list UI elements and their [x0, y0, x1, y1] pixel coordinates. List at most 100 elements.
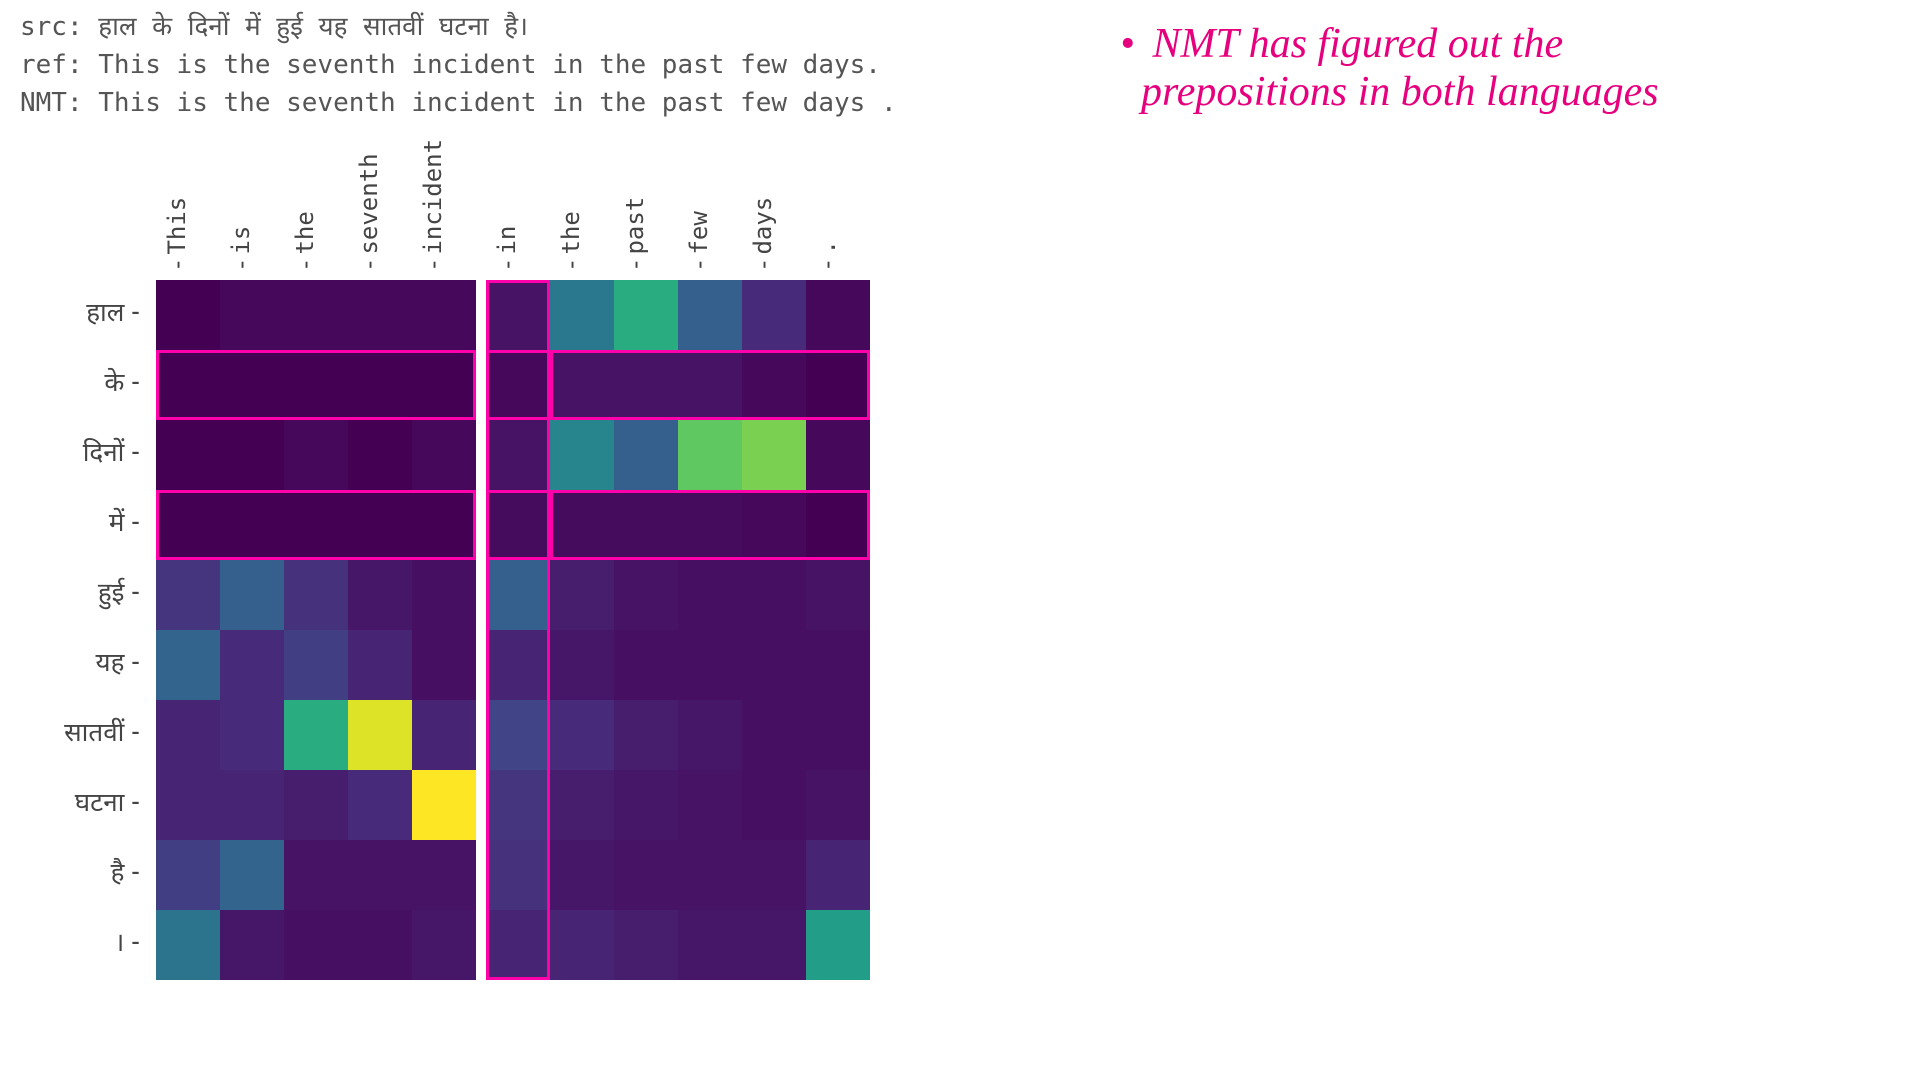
- heatmap-cell: [284, 840, 348, 910]
- heatmap-cell: [614, 840, 678, 910]
- heatmap-cell: [806, 700, 870, 770]
- heatmap-cell: [486, 490, 550, 560]
- x-label: -.: [813, 240, 841, 272]
- heatmap-cell: [284, 280, 348, 350]
- heatmap-cell: [806, 280, 870, 350]
- heatmap-x-axis: -This-is-the-seventh-incident-in-the-pas…: [60, 170, 870, 280]
- heatmap-cell: [348, 560, 412, 630]
- heatmap-cell: [156, 910, 220, 980]
- heatmap-row: [156, 560, 870, 630]
- src-label: src:: [20, 12, 83, 42]
- heatmap-cell: [550, 840, 614, 910]
- heatmap-cell: [412, 840, 476, 910]
- heatmap-cell: [742, 700, 806, 770]
- heatmap-cell: [220, 350, 284, 420]
- heatmap-cell: [156, 770, 220, 840]
- heatmap-cell: [156, 420, 220, 490]
- x-label: -is: [227, 226, 255, 272]
- heatmap-cell: [742, 350, 806, 420]
- heatmap-cell: [156, 350, 220, 420]
- heatmap-cell: [220, 910, 284, 980]
- heatmap-cell: [678, 280, 742, 350]
- heatmap-cell: [348, 350, 412, 420]
- heatmap-cell: [348, 700, 412, 770]
- heatmap-cell: [550, 420, 614, 490]
- heatmap-cell: [806, 490, 870, 560]
- heatmap-row: [156, 280, 870, 350]
- y-label: में -: [60, 490, 150, 560]
- translation-text-block: src: हाल के दिनों में हुई यह सातवीं घटना…: [20, 8, 897, 122]
- heatmap-cell: [550, 700, 614, 770]
- heatmap-cell: [806, 560, 870, 630]
- heatmap-cell: [156, 840, 220, 910]
- heatmap-cell: [486, 560, 550, 630]
- heatmap-cell: [550, 770, 614, 840]
- heatmap-cell: [742, 840, 806, 910]
- heatmap-cell: [806, 910, 870, 980]
- attention-heatmap: -This-is-the-seventh-incident-in-the-pas…: [60, 170, 870, 980]
- heatmap-cell: [220, 770, 284, 840]
- y-label: हाल -: [60, 280, 150, 350]
- page-root: { "text": { "src_label": "src:", "src_va…: [0, 0, 1920, 1080]
- heatmap-cell: [614, 630, 678, 700]
- heatmap-cell: [348, 630, 412, 700]
- heatmap-cell: [806, 420, 870, 490]
- heatmap-cell: [614, 350, 678, 420]
- heatmap-cell: [806, 630, 870, 700]
- heatmap-row: [156, 350, 870, 420]
- heatmap-cell: [412, 770, 476, 840]
- heatmap-cell: [678, 840, 742, 910]
- heatmap-cell: [220, 630, 284, 700]
- heatmap-cell: [742, 280, 806, 350]
- heatmap-cell: [550, 560, 614, 630]
- handwritten-annotation: • NMT has figured out the prepositions i…: [1120, 20, 1900, 116]
- annotation-line2: prepositions in both languages: [1141, 69, 1659, 115]
- x-label: -incident: [419, 139, 447, 272]
- heatmap-cell: [486, 630, 550, 700]
- x-label: -in: [493, 226, 521, 272]
- heatmap-cell: [486, 910, 550, 980]
- heatmap-cell: [742, 490, 806, 560]
- heatmap-cell: [486, 700, 550, 770]
- heatmap-cell: [412, 560, 476, 630]
- heatmap-cell: [486, 840, 550, 910]
- heatmap-cell: [412, 350, 476, 420]
- heatmap-cell: [156, 490, 220, 560]
- x-label: -few: [685, 211, 713, 272]
- heatmap-cell: [284, 350, 348, 420]
- heatmap-cell: [220, 560, 284, 630]
- heatmap-cell: [412, 420, 476, 490]
- heatmap-cell: [348, 280, 412, 350]
- src-value: हाल के दिनों में हुई यह सातवीं घटना है।: [98, 12, 528, 42]
- heatmap-cell: [678, 910, 742, 980]
- heatmap-cell: [284, 700, 348, 770]
- heatmap-cell: [678, 770, 742, 840]
- heatmap-cell: [678, 560, 742, 630]
- heatmap-cell: [220, 490, 284, 560]
- heatmap-cell: [550, 350, 614, 420]
- y-label: यह -: [60, 630, 150, 700]
- heatmap-cell: [284, 630, 348, 700]
- heatmap-row: [156, 700, 870, 770]
- heatmap-cell: [806, 840, 870, 910]
- heatmap-grid: [156, 280, 870, 980]
- heatmap-cell: [806, 770, 870, 840]
- heatmap-cell: [284, 910, 348, 980]
- x-label: -the: [557, 211, 585, 272]
- heatmap-cell: [284, 560, 348, 630]
- nmt-label: NMT:: [20, 88, 83, 118]
- y-label: हुई -: [60, 560, 150, 630]
- heatmap-cell: [806, 350, 870, 420]
- heatmap-cell: [614, 280, 678, 350]
- heatmap-cell: [156, 560, 220, 630]
- heatmap-cell: [284, 770, 348, 840]
- heatmap-cell: [678, 420, 742, 490]
- x-label: -the: [291, 211, 319, 272]
- heatmap-cell: [220, 700, 284, 770]
- ref-label: ref:: [20, 50, 83, 80]
- heatmap-cell: [678, 700, 742, 770]
- heatmap-y-axis: हाल -के -दिनों -में -हुई -यह -सातवीं -घट…: [60, 280, 150, 980]
- heatmap-row: [156, 770, 870, 840]
- heatmap-cell: [348, 420, 412, 490]
- heatmap-cell: [486, 280, 550, 350]
